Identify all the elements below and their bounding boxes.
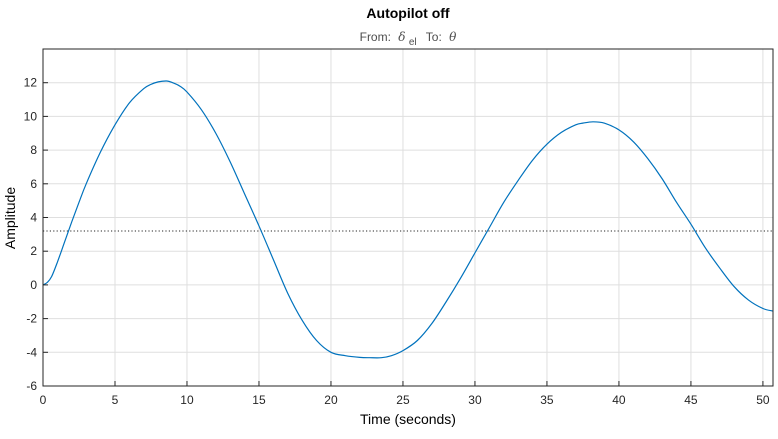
subtitle-from-label: From: xyxy=(360,30,391,44)
step-response-line xyxy=(42,80,774,359)
y-tick-label: -4 xyxy=(26,345,37,359)
y-tick-label: 8 xyxy=(30,143,37,157)
y-tick-label: 6 xyxy=(30,177,37,191)
subtitle-to-label: To: xyxy=(426,30,442,44)
x-tick-label: 35 xyxy=(540,393,554,407)
y-tick-label: -2 xyxy=(26,312,37,326)
x-tick-label: 45 xyxy=(684,393,698,407)
subtitle-from-symbol: δ xyxy=(398,30,405,44)
x-tick-label: 10 xyxy=(180,393,194,407)
y-tick-label: 10 xyxy=(24,109,38,123)
grid-layer xyxy=(42,49,773,387)
subtitle-to-symbol: θ xyxy=(449,30,457,44)
y-tick-label: 4 xyxy=(30,211,37,225)
x-tick-label: 25 xyxy=(396,393,410,407)
x-tick-label: 5 xyxy=(112,393,119,407)
x-tick-label: 30 xyxy=(468,393,482,407)
x-axis-label: Time (seconds) xyxy=(360,411,456,427)
x-tick-label: 20 xyxy=(324,393,338,407)
x-tick-label: 50 xyxy=(756,393,770,407)
y-tick-label: 2 xyxy=(30,244,37,258)
y-tick-label: 0 xyxy=(30,278,37,292)
subtitle-from-subscript: el xyxy=(409,37,417,48)
y-axis-label: Amplitude xyxy=(2,187,18,249)
y-tick-label: 12 xyxy=(24,76,38,90)
chart-subtitle: From: δ el To: θ xyxy=(360,30,458,48)
x-tick-label: 15 xyxy=(252,393,266,407)
y-tick-label: -6 xyxy=(26,379,37,393)
tick-layer: 0 5 10 15 20 25 30 35 40 45 50 -6 -4 -2 0 2 4 6 8 10 12 xyxy=(24,76,770,407)
x-tick-label: 0 xyxy=(40,393,47,407)
chart-title: Autopilot off xyxy=(366,5,450,21)
x-tick-label: 40 xyxy=(612,393,626,407)
series-layer xyxy=(42,80,774,359)
